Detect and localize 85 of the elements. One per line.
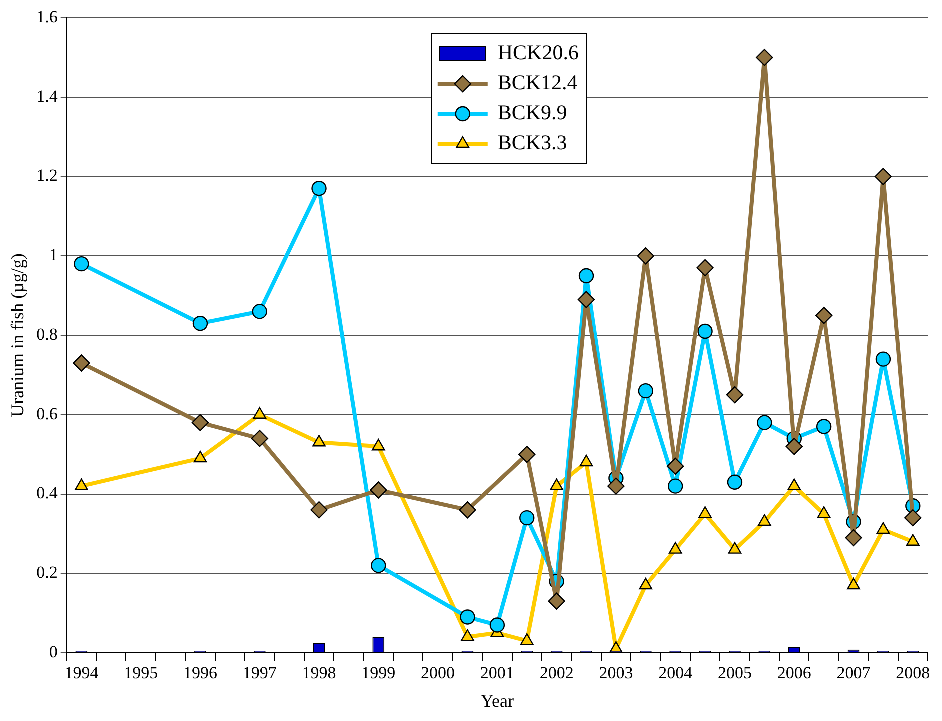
y-tick-label: 0.2 [36, 563, 58, 582]
legend-label: BCK9.9 [498, 100, 568, 125]
point [876, 522, 890, 534]
x-tick-label: 1997 [242, 664, 278, 683]
legend-label: BCK12.4 [498, 70, 578, 95]
point [312, 181, 327, 196]
point [668, 478, 684, 494]
point [251, 430, 268, 448]
point [786, 438, 803, 456]
x-tick-label: 2007 [836, 664, 872, 683]
point [75, 478, 88, 490]
x-tick-label: 2008 [896, 664, 930, 683]
point [192, 316, 208, 332]
point [757, 415, 772, 430]
y-axis-title: Uranium in fish (µg/g) [8, 254, 28, 418]
legend-label: BCK3.3 [498, 130, 568, 155]
point [253, 407, 267, 419]
y-tick-label: 1.2 [36, 166, 58, 186]
point [372, 439, 386, 451]
point [520, 510, 535, 526]
point [580, 454, 594, 467]
x-tick-label: 2006 [777, 664, 812, 683]
point [192, 414, 210, 432]
legend-label: HCK20.6 [498, 40, 579, 65]
point [74, 256, 90, 272]
point [578, 291, 596, 308]
point [639, 578, 653, 590]
y-tick-label: 1.6 [36, 7, 58, 26]
x-tick-label: 1994 [64, 664, 100, 683]
point [637, 248, 654, 265]
y-tick-label: 1.4 [36, 86, 58, 106]
point [666, 458, 684, 476]
point [696, 259, 714, 277]
point [906, 534, 920, 546]
x-tick-label: 2002 [540, 664, 574, 683]
point [459, 502, 476, 519]
point [698, 324, 713, 340]
x-tick-label: 2003 [599, 664, 634, 683]
point [460, 610, 476, 625]
point [815, 307, 833, 324]
point [874, 168, 892, 186]
x-tick-label: 1999 [362, 664, 396, 683]
point [490, 618, 506, 633]
y-tick-label: 0.6 [36, 404, 58, 424]
x-axis-title: Year [480, 690, 514, 711]
point [727, 474, 743, 490]
point [638, 383, 654, 399]
y-tick-label: 0 [49, 642, 58, 662]
point [310, 502, 328, 519]
point [847, 578, 860, 590]
point [312, 435, 326, 447]
x-tick-label: 2001 [480, 664, 514, 683]
point [845, 529, 862, 547]
point [608, 478, 625, 495]
point [668, 542, 682, 554]
point [758, 514, 772, 526]
point [548, 592, 566, 610]
point [698, 506, 712, 518]
y-tick-label: 0.4 [36, 484, 58, 503]
point [876, 352, 892, 367]
point [817, 506, 831, 518]
point [816, 419, 832, 434]
point [550, 478, 564, 490]
x-tick-label: 2005 [718, 664, 752, 683]
y-tick-label: 0.8 [36, 324, 58, 344]
point [461, 630, 474, 642]
point [756, 49, 774, 66]
x-tick-label: 2000 [421, 664, 456, 683]
point [518, 446, 536, 464]
point [252, 304, 268, 320]
x-tick-label: 1995 [124, 664, 158, 683]
point [726, 386, 744, 404]
x-tick-label: 2004 [658, 664, 694, 683]
point [904, 509, 922, 527]
point [520, 633, 534, 646]
x-tick-label: 1998 [302, 664, 336, 683]
point [578, 268, 594, 284]
point [370, 482, 388, 499]
point [728, 542, 742, 554]
point [73, 354, 90, 372]
x-tick-label: 1996 [183, 664, 218, 683]
point [194, 450, 208, 463]
y-tick-label: 1 [49, 246, 58, 265]
point [371, 558, 386, 574]
point [788, 478, 802, 490]
